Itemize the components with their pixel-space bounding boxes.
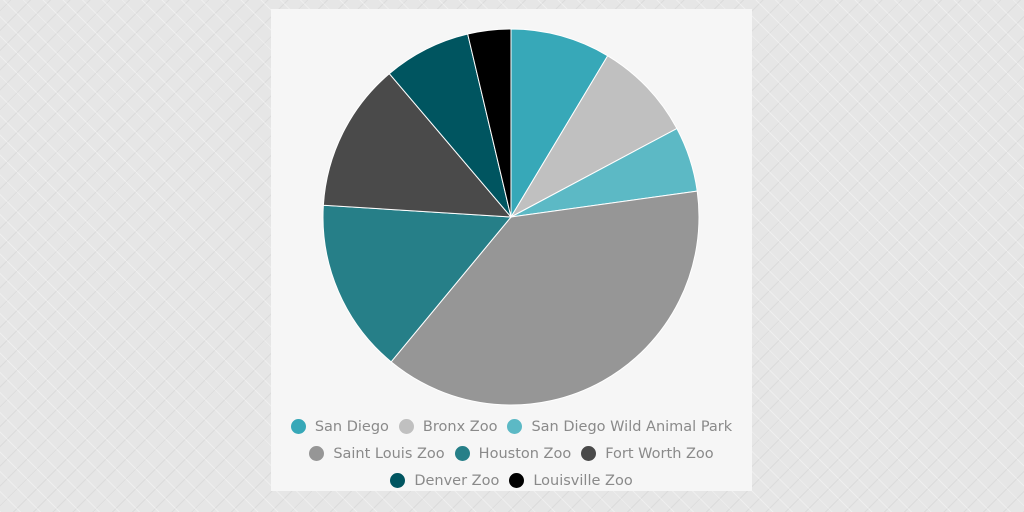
legend-label: Denver Zoo: [414, 472, 500, 489]
legend-label: Louisville Zoo: [533, 472, 633, 489]
legend-dot-icon: [507, 419, 523, 434]
pie-chart: [271, 9, 752, 409]
pie-svg: [322, 28, 700, 406]
pie-slice-san-diego[interactable]: [510, 28, 609, 219]
legend-item-denver-zoo[interactable]: Denver Zoo: [390, 473, 499, 489]
legend-item-houston-zoo[interactable]: Houston Zoo: [454, 445, 572, 462]
legend-label: San Diego: [314, 418, 389, 435]
legend-dot-icon: [454, 446, 470, 461]
legend-label: Saint Louis Zoo: [333, 445, 445, 462]
legend-item-san-diego[interactable]: San Diego: [290, 418, 389, 435]
legend-item-san-diego-wild-animal-park[interactable]: San Diego Wild Animal Park: [507, 419, 732, 435]
legend-item-bronx-zoo[interactable]: Bronx Zoo: [398, 418, 498, 435]
legend-dot-icon: [390, 473, 406, 488]
legend-dot-icon: [290, 419, 306, 434]
pie-slice-fort-worth-zoo[interactable]: [322, 72, 513, 218]
legend-row-3: Denver Zoo Louisville Zoo: [385, 467, 637, 494]
pie-slice-saint-louis-zoo[interactable]: [390, 190, 700, 406]
legend-label: San Diego Wild Animal Park: [531, 418, 733, 435]
legend-dot-icon: [398, 419, 414, 434]
legend-row-2: Saint Louis Zoo Houston Zoo Fort Worth Z…: [304, 440, 718, 467]
chart-panel: San Diego Bronx Zoo San Diego Wild Anima…: [271, 9, 752, 491]
legend-item-saint-louis-zoo[interactable]: Saint Louis Zoo: [309, 445, 445, 462]
legend-label: Bronx Zoo: [422, 418, 498, 435]
pie-slice-louisville-zoo[interactable]: [467, 28, 512, 218]
legend-dot-icon: [309, 446, 325, 461]
legend-label: Houston Zoo: [478, 445, 572, 462]
legend-row-1: San Diego Bronx Zoo San Diego Wild Anima…: [286, 413, 737, 440]
legend-dot-icon: [581, 446, 597, 461]
chart-legend: San Diego Bronx Zoo San Diego Wild Anima…: [271, 413, 752, 494]
pie-slice-houston-zoo[interactable]: [322, 204, 513, 363]
legend-item-louisville-zoo[interactable]: Louisville Zoo: [509, 472, 633, 489]
legend-item-fort-worth-zoo[interactable]: Fort Worth Zoo: [581, 445, 714, 462]
legend-dot-icon: [509, 473, 525, 488]
legend-label: Fort Worth Zoo: [605, 445, 714, 462]
pie-slice-bronx-zoo[interactable]: [509, 55, 678, 219]
